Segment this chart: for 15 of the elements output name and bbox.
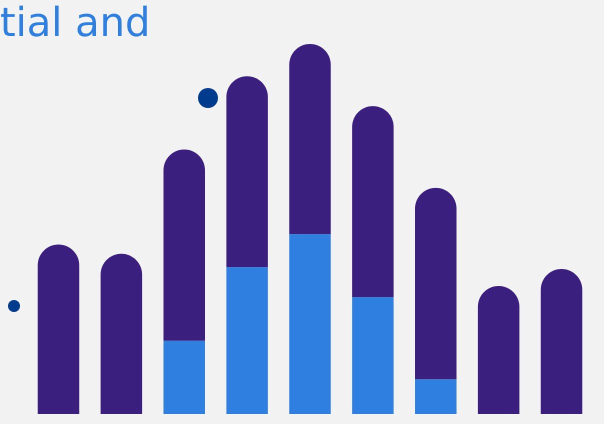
bar [352, 106, 394, 298]
bar [540, 268, 582, 414]
chart-title: tial and [0, 0, 150, 46]
bar [226, 267, 268, 414]
bar [415, 379, 457, 414]
bar [38, 244, 80, 414]
bar [226, 76, 268, 268]
bar [163, 340, 205, 414]
bar [289, 234, 331, 414]
bar [289, 44, 331, 234]
bar [478, 286, 520, 414]
bar [163, 149, 205, 341]
bar [415, 188, 457, 380]
bar [100, 254, 142, 414]
bar [352, 297, 394, 414]
